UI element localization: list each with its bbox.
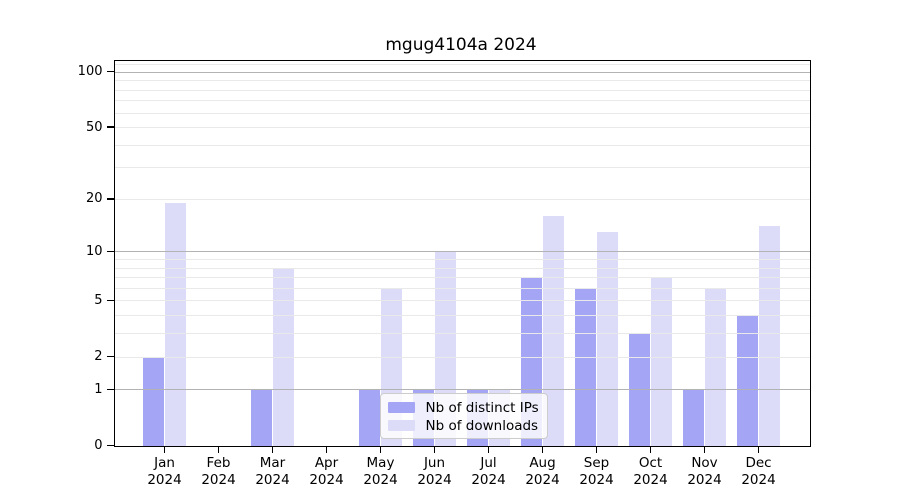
bar-distinct-ips-nov <box>682 389 705 446</box>
gridline-minor-50 <box>114 127 810 129</box>
x-tick-feb <box>217 445 220 453</box>
gridline-major-10 <box>114 251 810 253</box>
gridline-minor-8 <box>114 267 810 269</box>
legend-item-distinct-ips: Nb of distinct IPs <box>387 399 539 417</box>
y-tick-label-2: 2 <box>94 349 103 365</box>
x-tick-mar <box>271 445 274 453</box>
gridline-minor-5 <box>114 300 810 302</box>
legend-label-downloads: Nb of downloads <box>425 417 539 434</box>
x-tick-jun <box>433 445 436 453</box>
x-tick-label-feb: Feb 2024 <box>201 454 236 488</box>
gridline-minor-6 <box>114 287 810 289</box>
bar-downloads-aug <box>542 216 565 446</box>
x-tick-aug <box>541 445 544 453</box>
y-tick-label-100: 100 <box>77 64 103 80</box>
gridline-minor-90 <box>114 80 810 82</box>
bar-distinct-ips-jan <box>142 356 165 446</box>
x-tick-apr <box>325 445 328 453</box>
x-tick-jan <box>163 445 166 453</box>
gridline-major-100 <box>114 71 810 73</box>
x-tick-label-nov: Nov 2024 <box>687 454 722 488</box>
y-tick-label-5: 5 <box>94 292 103 308</box>
x-tick-label-jul: Jul 2024 <box>471 454 506 488</box>
x-tick-label-aug: Aug 2024 <box>525 454 560 488</box>
y-tick-20 <box>106 198 114 200</box>
bar-distinct-ips-mar <box>250 389 273 446</box>
gridline-major-1 <box>114 389 810 391</box>
y-tick-label-10: 10 <box>85 243 103 259</box>
y-tick-label-50: 50 <box>85 119 103 135</box>
x-tick-label-sep: Sep 2024 <box>579 454 614 488</box>
y-tick-50 <box>106 126 114 128</box>
gridline-minor-60 <box>114 112 810 114</box>
y-tick-10 <box>106 250 114 252</box>
gridline-minor-4 <box>114 315 810 317</box>
x-tick-label-apr: Apr 2024 <box>309 454 344 488</box>
y-tick-5 <box>106 299 114 301</box>
bar-downloads-dec <box>758 226 781 446</box>
plot-area: Nb of distinct IPs Nb of downloads 0 1 2 5 1… <box>78 59 811 488</box>
bar-downloads-oct <box>650 277 673 446</box>
gridline-minor-20 <box>114 198 810 200</box>
bar-distinct-ips-sep <box>574 287 597 446</box>
y-tick-label-0: 0 <box>94 438 103 453</box>
x-tick-oct <box>649 445 652 453</box>
x-tick-label-oct: Oct 2024 <box>633 454 668 488</box>
gridline-minor-70 <box>114 100 810 102</box>
gridline-minor-110 <box>114 64 810 66</box>
y-tick-1 <box>106 388 114 390</box>
y-tick-100 <box>106 71 114 73</box>
x-tick-sep <box>595 445 598 453</box>
chart-title: mgug4104a 2024 <box>385 35 537 55</box>
y-tick-2 <box>106 355 114 358</box>
gridline-minor-80 <box>114 89 810 91</box>
x-tick-label-dec: Dec 2024 <box>741 454 776 488</box>
gridline-minor-7 <box>114 277 810 279</box>
x-tick-nov <box>703 445 706 453</box>
legend-item-downloads: Nb of downloads <box>387 417 539 435</box>
legend-swatch-downloads <box>387 420 415 431</box>
legend-label-distinct-ips: Nb of distinct IPs <box>425 399 539 416</box>
bar-downloads-nov <box>704 287 727 446</box>
x-tick-jul <box>487 445 490 453</box>
gridline-minor-30 <box>114 167 810 169</box>
x-tick-dec <box>757 445 760 453</box>
gridline-minor-9 <box>114 259 810 260</box>
x-tick-label-jan: Jan 2024 <box>147 454 182 488</box>
bar-downloads-sep <box>596 231 619 446</box>
gridline-minor-2 <box>114 356 810 358</box>
y-tick-label-20: 20 <box>85 191 103 207</box>
x-tick-may <box>379 445 382 453</box>
x-tick-label-mar: Mar 2024 <box>255 454 290 488</box>
chart-legend: Nb of distinct IPs Nb of downloads <box>379 392 548 439</box>
gridline-minor-3 <box>114 333 810 335</box>
x-tick-label-jun: Jun 2024 <box>417 454 452 488</box>
bar-distinct-ips-dec <box>736 315 759 446</box>
y-tick-label-1: 1 <box>94 381 103 397</box>
bar-distinct-ips-may <box>358 389 381 446</box>
bar-downloads-jan <box>164 202 187 446</box>
x-tick-label-may: May 2024 <box>363 454 398 488</box>
legend-swatch-distinct-ips <box>387 402 415 413</box>
gridline-minor-40 <box>114 144 810 146</box>
y-tick-0 <box>106 444 114 447</box>
